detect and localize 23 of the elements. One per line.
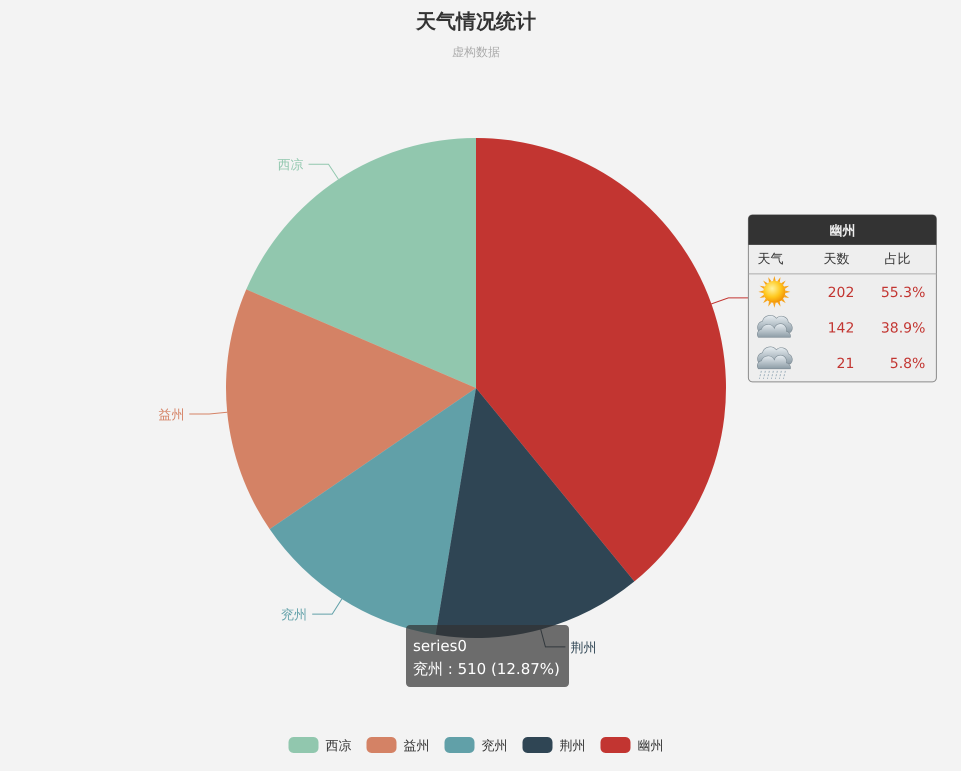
slice-label: 荆州 [570, 640, 596, 656]
slice-label: 西凉 [278, 158, 304, 174]
text: 天气 [757, 252, 784, 267]
text: series0 [413, 637, 467, 655]
legend-label: 西凉 [326, 739, 352, 754]
legend-label: 兖州 [482, 738, 508, 754]
text: 55.3% [880, 284, 926, 301]
chart-title: 天气情况统计 [415, 9, 536, 33]
legend-label: 荆州 [560, 739, 586, 754]
chart-subtitle: 虚构数据 [452, 45, 500, 59]
slice-label: 幽州 [829, 224, 856, 239]
legend-label: 幽州 [638, 739, 664, 754]
text: 5.8% [890, 356, 926, 372]
text: 天数 [823, 252, 850, 267]
text: 占比 [884, 252, 910, 267]
text: 38.9% [880, 320, 926, 336]
slice-label: 兖州 [281, 607, 308, 624]
slice-label: 益州 [158, 408, 184, 424]
text: 21 [836, 356, 854, 372]
legend-label: 益州 [404, 739, 430, 754]
text: 202 [828, 284, 854, 301]
text: 兖州 : 510 (12.87%) [413, 660, 560, 678]
text: 142 [828, 320, 854, 336]
